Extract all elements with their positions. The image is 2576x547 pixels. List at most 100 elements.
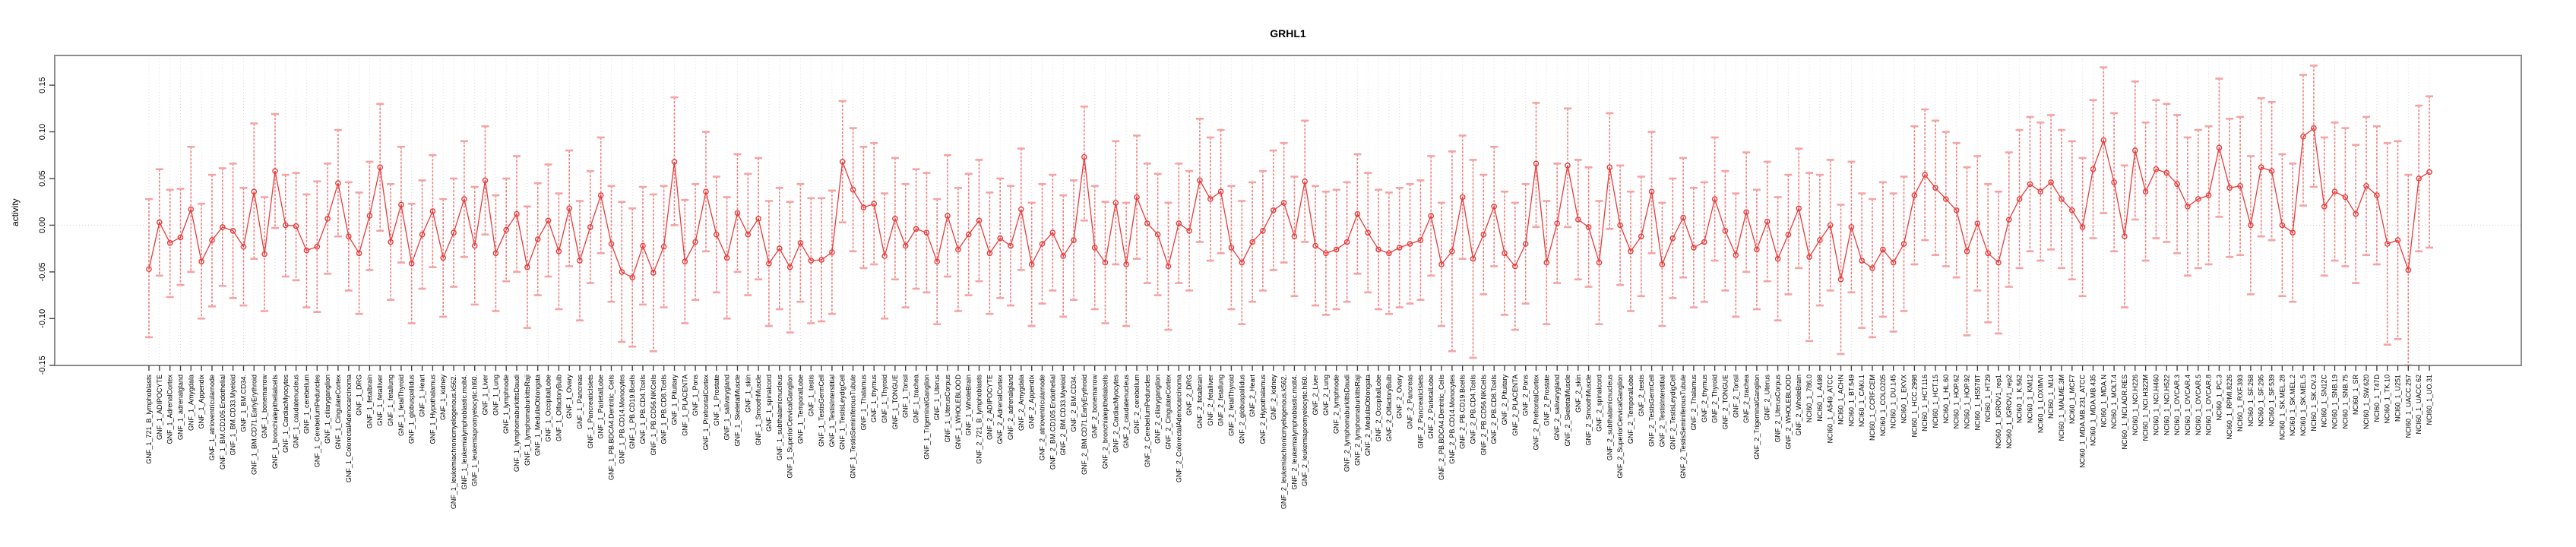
data-point	[1585, 224, 1592, 230]
x-tick-label: GNF_1_PB.CD14.Monocytes	[618, 375, 625, 464]
data-point	[1176, 220, 1182, 226]
x-tick-label: GNF_1_CerebellumPeduncles	[313, 375, 321, 468]
data-point	[2248, 222, 2254, 229]
x-tick-label: GNF_1_PB.BDCA4.Dentritic_Cells	[608, 375, 616, 481]
data-point	[146, 266, 152, 273]
x-tick-label: GNF_2_PancreaticIslets	[1416, 375, 1424, 449]
x-tick-label: GNF_2_ciliaryganglion	[1154, 375, 1162, 444]
x-tick-label: GNF_2_PB.CD19.Bcells	[1459, 375, 1467, 450]
data-point	[839, 159, 846, 165]
x-tick-label: NCI60_1_SF.539	[2268, 375, 2276, 427]
data-point	[1112, 200, 1119, 206]
x-tick-label: GNF_1_SkeletalMuscle	[734, 375, 742, 447]
x-tick-label: GNF_2_fetalliver	[1207, 375, 1214, 426]
x-tick-label: GNF_2_BM.CD105.Endothelial	[1049, 375, 1056, 470]
data-point	[2100, 137, 2107, 144]
x-tick-label: GNF_1_fetalbrain	[366, 375, 373, 428]
data-point	[660, 243, 667, 250]
data-point	[2122, 233, 2128, 240]
x-tick-label: GNF_2_WHOLEBLOOD	[1784, 375, 1792, 450]
data-point	[293, 223, 299, 229]
x-tick-label: GNF_1_cerebellum	[302, 375, 310, 434]
x-tick-label: NCI60_1_OVCAR.5	[2195, 375, 2202, 435]
data-point	[682, 258, 688, 265]
x-tick-label: GNF_2_Hypothalamus	[1259, 375, 1267, 444]
x-tick-label: NCI60_1_HOP.62	[1953, 375, 1960, 428]
data-point	[345, 233, 352, 240]
data-point	[1480, 231, 1487, 238]
x-tick-label: NCI60_1_KM12	[2027, 375, 2034, 423]
data-point	[629, 274, 636, 281]
data-point	[1512, 263, 1518, 270]
chart-title: GRHL1	[1270, 27, 1306, 40]
data-point	[1659, 261, 1666, 267]
data-point	[2142, 188, 2149, 194]
y-tick-label: -0.15	[38, 356, 47, 375]
data-point	[1491, 203, 1497, 210]
data-point	[514, 210, 520, 217]
data-point	[1859, 258, 1865, 264]
data-point	[650, 270, 657, 276]
data-point	[1827, 222, 1834, 229]
x-tick-label: GNF_2_TestisGermCell	[1648, 375, 1656, 447]
data-point	[692, 239, 698, 245]
data-point	[892, 215, 898, 222]
data-point	[2005, 217, 2012, 223]
x-tick-label: NCI60_1_SF.268	[2247, 375, 2255, 427]
data-point	[534, 236, 541, 242]
x-tick-label: NCI60_1_MALME.3M	[2058, 375, 2065, 441]
x-tick-label: GNF_1_Hypothalamus	[429, 375, 436, 444]
x-tick-label: NCI60_1_SNB.75	[2341, 375, 2349, 429]
data-point	[1081, 153, 1087, 160]
data-point	[1964, 248, 1970, 255]
data-point	[1733, 251, 1739, 258]
x-tick-label: NCI60_1_MDA.MB.231_ATCC	[2079, 375, 2087, 468]
x-tick-label: GNF_1_leukemiachronicmyelogenous.k562.	[450, 375, 457, 509]
x-tick-label: GNF_2_leukemiapromyelocytic.hl60.	[1301, 375, 1309, 486]
x-tick-label: GNF_1_lymphomaburkittsRaji	[524, 375, 531, 466]
data-point	[1711, 196, 1718, 202]
x-tick-label: NCI60_1_HCC.2998	[1910, 375, 1918, 438]
data-point	[1837, 276, 1844, 283]
data-point	[1502, 250, 1508, 257]
x-tick-label: GNF_2_lymphomaburkittsRaji	[1353, 375, 1361, 466]
data-point	[240, 243, 247, 250]
data-point	[1985, 250, 1991, 257]
data-point	[2268, 168, 2275, 174]
x-tick-label: NCI60_1_786.0	[1805, 375, 1813, 422]
x-tick-label: GNF_2_TestisSeminiferousTubule	[1679, 375, 1687, 479]
x-tick-label: GNF_1_AdrenalCortex	[166, 375, 174, 444]
data-point	[640, 242, 646, 249]
x-tick-label: GNF_2_PLACENTA	[1511, 375, 1519, 436]
x-tick-label: NCI60_1_SK.MEL.28	[2278, 375, 2286, 440]
data-point	[451, 229, 457, 236]
y-tick-label: 0.05	[38, 170, 47, 186]
data-point	[2226, 185, 2233, 191]
x-tick-label: NCI60_1_SF.295	[2258, 375, 2265, 427]
x-tick-label: GNF_2_OlfactoryBulb	[1385, 375, 1393, 441]
data-point	[1217, 188, 1224, 194]
data-point	[1239, 259, 1245, 266]
x-tick-label: NCI60_1_MDA.MB.435	[2090, 375, 2097, 446]
x-tick-label: NCI60_1_SNB.19	[2331, 375, 2339, 429]
x-tick-label: GNF_2_TestisInterstitial	[1658, 375, 1666, 447]
x-tick-label: GNF_1_SmoothMuscle	[755, 375, 762, 446]
data-point	[503, 226, 510, 233]
data-point	[1691, 245, 1697, 251]
data-point	[577, 258, 583, 264]
data-point	[1343, 239, 1350, 245]
x-tick-label: GNF_2_TestisLeydigCell	[1669, 375, 1676, 450]
data-point	[1880, 246, 1886, 253]
data-point	[524, 264, 530, 270]
data-point	[2384, 241, 2391, 247]
x-tick-label: GNF_1_Thyroid	[881, 375, 888, 423]
data-point	[723, 255, 730, 261]
x-tick-label: GNF_1_fetallung	[387, 375, 394, 426]
x-tick-label: NCI60_1_MCF7	[2068, 375, 2076, 424]
x-tick-label: GNF_2_AdrenalCortex	[996, 375, 1004, 444]
x-tick-label: NCI60_1_K.562	[2016, 375, 2024, 423]
data-point	[1249, 239, 1255, 245]
data-point	[797, 239, 804, 246]
x-tick-label: NCI60_1_OVCAR.8	[2205, 375, 2213, 435]
x-tick-label: GNF_1_Liver	[482, 375, 489, 416]
